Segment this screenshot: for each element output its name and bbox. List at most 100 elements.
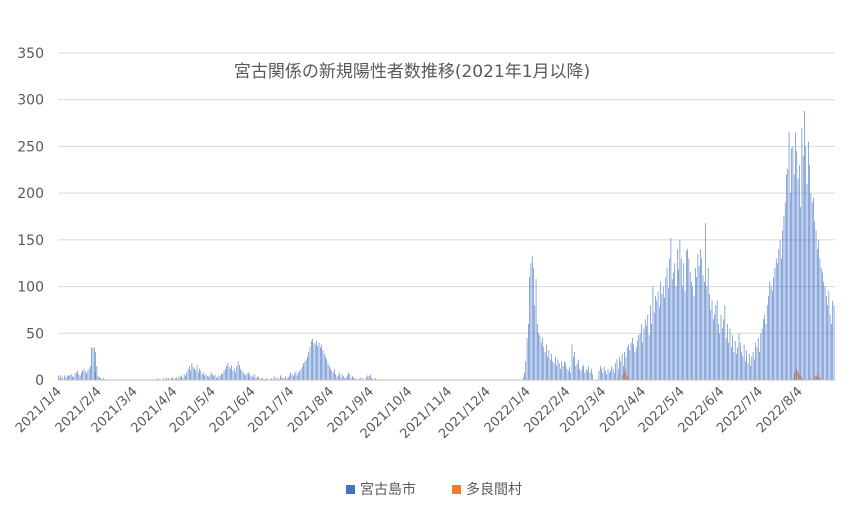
bar-miyakojima — [617, 368, 619, 380]
bar-miyakojima — [625, 356, 627, 380]
bar-miyakojima — [668, 288, 669, 380]
bar-miyakojima — [724, 305, 726, 380]
bar-miyakojima — [799, 165, 800, 380]
bar-miyakojima — [531, 255, 533, 380]
bar-miyakojima — [204, 375, 206, 380]
bar-miyakojima — [295, 371, 297, 380]
bar-miyakojima — [553, 363, 555, 380]
bar-miyakojima — [811, 202, 813, 380]
bar-miyakojima — [242, 372, 244, 380]
bar-miyakojima — [304, 361, 306, 380]
bar-miyakojima — [781, 258, 782, 380]
bar-miyakojima — [574, 351, 575, 380]
bar-miyakojima — [320, 347, 321, 380]
bar-miyakojima — [793, 174, 795, 380]
bar-miyakojima — [343, 376, 344, 380]
bar-miyakojima — [171, 378, 172, 380]
bar-miyakojima — [719, 333, 721, 380]
bar-miyakojima — [684, 291, 686, 380]
bar-miyakojima — [775, 258, 777, 380]
bar-tarama — [816, 376, 817, 380]
bar-miyakojima — [710, 309, 712, 380]
bar-miyakojima — [745, 361, 746, 380]
bar-miyakojima — [543, 347, 545, 380]
bar-miyakojima — [248, 372, 249, 380]
bar-miyakojima — [236, 365, 238, 380]
bar-miyakojima — [675, 286, 677, 380]
bar-miyakojima — [693, 295, 695, 380]
bar-miyakojima — [823, 281, 825, 380]
bar-miyakojima — [282, 378, 284, 380]
bar-miyakojima — [797, 179, 799, 380]
bar-miyakojima — [240, 368, 241, 380]
bar-miyakojima — [335, 374, 337, 380]
bar-miyakojima — [804, 110, 805, 381]
bar-miyakojima — [195, 370, 197, 380]
bar-miyakojima — [526, 337, 528, 380]
bar-miyakojima — [93, 347, 95, 380]
bar-miyakojima — [632, 337, 633, 380]
bar-miyakojima — [222, 374, 223, 380]
bar-miyakojima — [603, 366, 605, 380]
bar-miyakojima — [537, 323, 538, 380]
bar-miyakojima — [221, 373, 222, 380]
bar-tarama — [623, 372, 625, 380]
bar-miyakojima — [168, 378, 170, 380]
bar-miyakojima — [191, 363, 193, 380]
bar-miyakojima — [280, 375, 281, 380]
x-axis-tick-labels: 2021/1/42021/2/42021/3/42021/4/42021/5/4… — [13, 384, 806, 442]
bar-miyakojima — [695, 267, 696, 380]
bar-miyakojima — [738, 333, 740, 380]
bar-miyakojima — [746, 350, 747, 380]
bar-miyakojima — [580, 370, 582, 380]
grid-lines — [58, 52, 835, 334]
bar-miyakojima — [307, 356, 308, 380]
bar-miyakojima — [61, 377, 63, 380]
bar-miyakojima — [590, 368, 592, 380]
bar-tarama — [617, 378, 618, 380]
bar-tarama — [815, 375, 816, 380]
bar-miyakojima — [183, 374, 185, 380]
bar-miyakojima — [366, 377, 367, 380]
bar-miyakojima — [174, 378, 176, 380]
bar-miyakojima — [326, 359, 328, 380]
bar-miyakojima — [635, 347, 637, 380]
bar-miyakojima — [246, 373, 248, 380]
bar-miyakojima — [639, 333, 641, 380]
bar-miyakojima — [296, 375, 298, 380]
bar-miyakojima — [201, 374, 203, 380]
bar-miyakojima — [308, 351, 310, 380]
bar-miyakojima — [832, 300, 834, 380]
bar-miyakojima — [813, 197, 814, 380]
bar-miyakojima — [91, 347, 92, 380]
bar-miyakojima — [241, 370, 243, 380]
bar-miyakojima — [81, 372, 82, 380]
y-tick-label-50: 50 — [26, 326, 44, 342]
bar-miyakojima — [74, 373, 76, 380]
bar-miyakojima — [353, 377, 354, 380]
bar-miyakojima — [199, 368, 200, 380]
bar-miyakojima — [530, 263, 532, 380]
bar-miyakojima — [305, 359, 307, 380]
bar-miyakojima — [558, 363, 560, 380]
bar-miyakojima — [540, 342, 542, 380]
bar-miyakojima — [824, 286, 826, 380]
bar-miyakojima — [535, 279, 537, 380]
bar-miyakojima — [165, 377, 167, 380]
bar-miyakojima — [178, 376, 180, 380]
bar-miyakojima — [73, 377, 75, 380]
bar-miyakojima — [281, 377, 283, 380]
bar-miyakojima — [810, 193, 812, 380]
bar-miyakojima — [629, 350, 631, 380]
bar-miyakojima — [233, 368, 235, 380]
bar-miyakojima — [102, 378, 104, 380]
bar-miyakojima — [294, 373, 295, 380]
bar-miyakojima — [784, 202, 786, 380]
bar-miyakojima — [653, 312, 655, 380]
bar-miyakojima — [368, 376, 370, 380]
bar-miyakojima — [96, 365, 98, 380]
bar-miyakojima — [707, 267, 709, 380]
bar-tarama — [800, 377, 802, 380]
bar-miyakojima — [555, 356, 556, 380]
bar-miyakojima — [321, 344, 322, 380]
